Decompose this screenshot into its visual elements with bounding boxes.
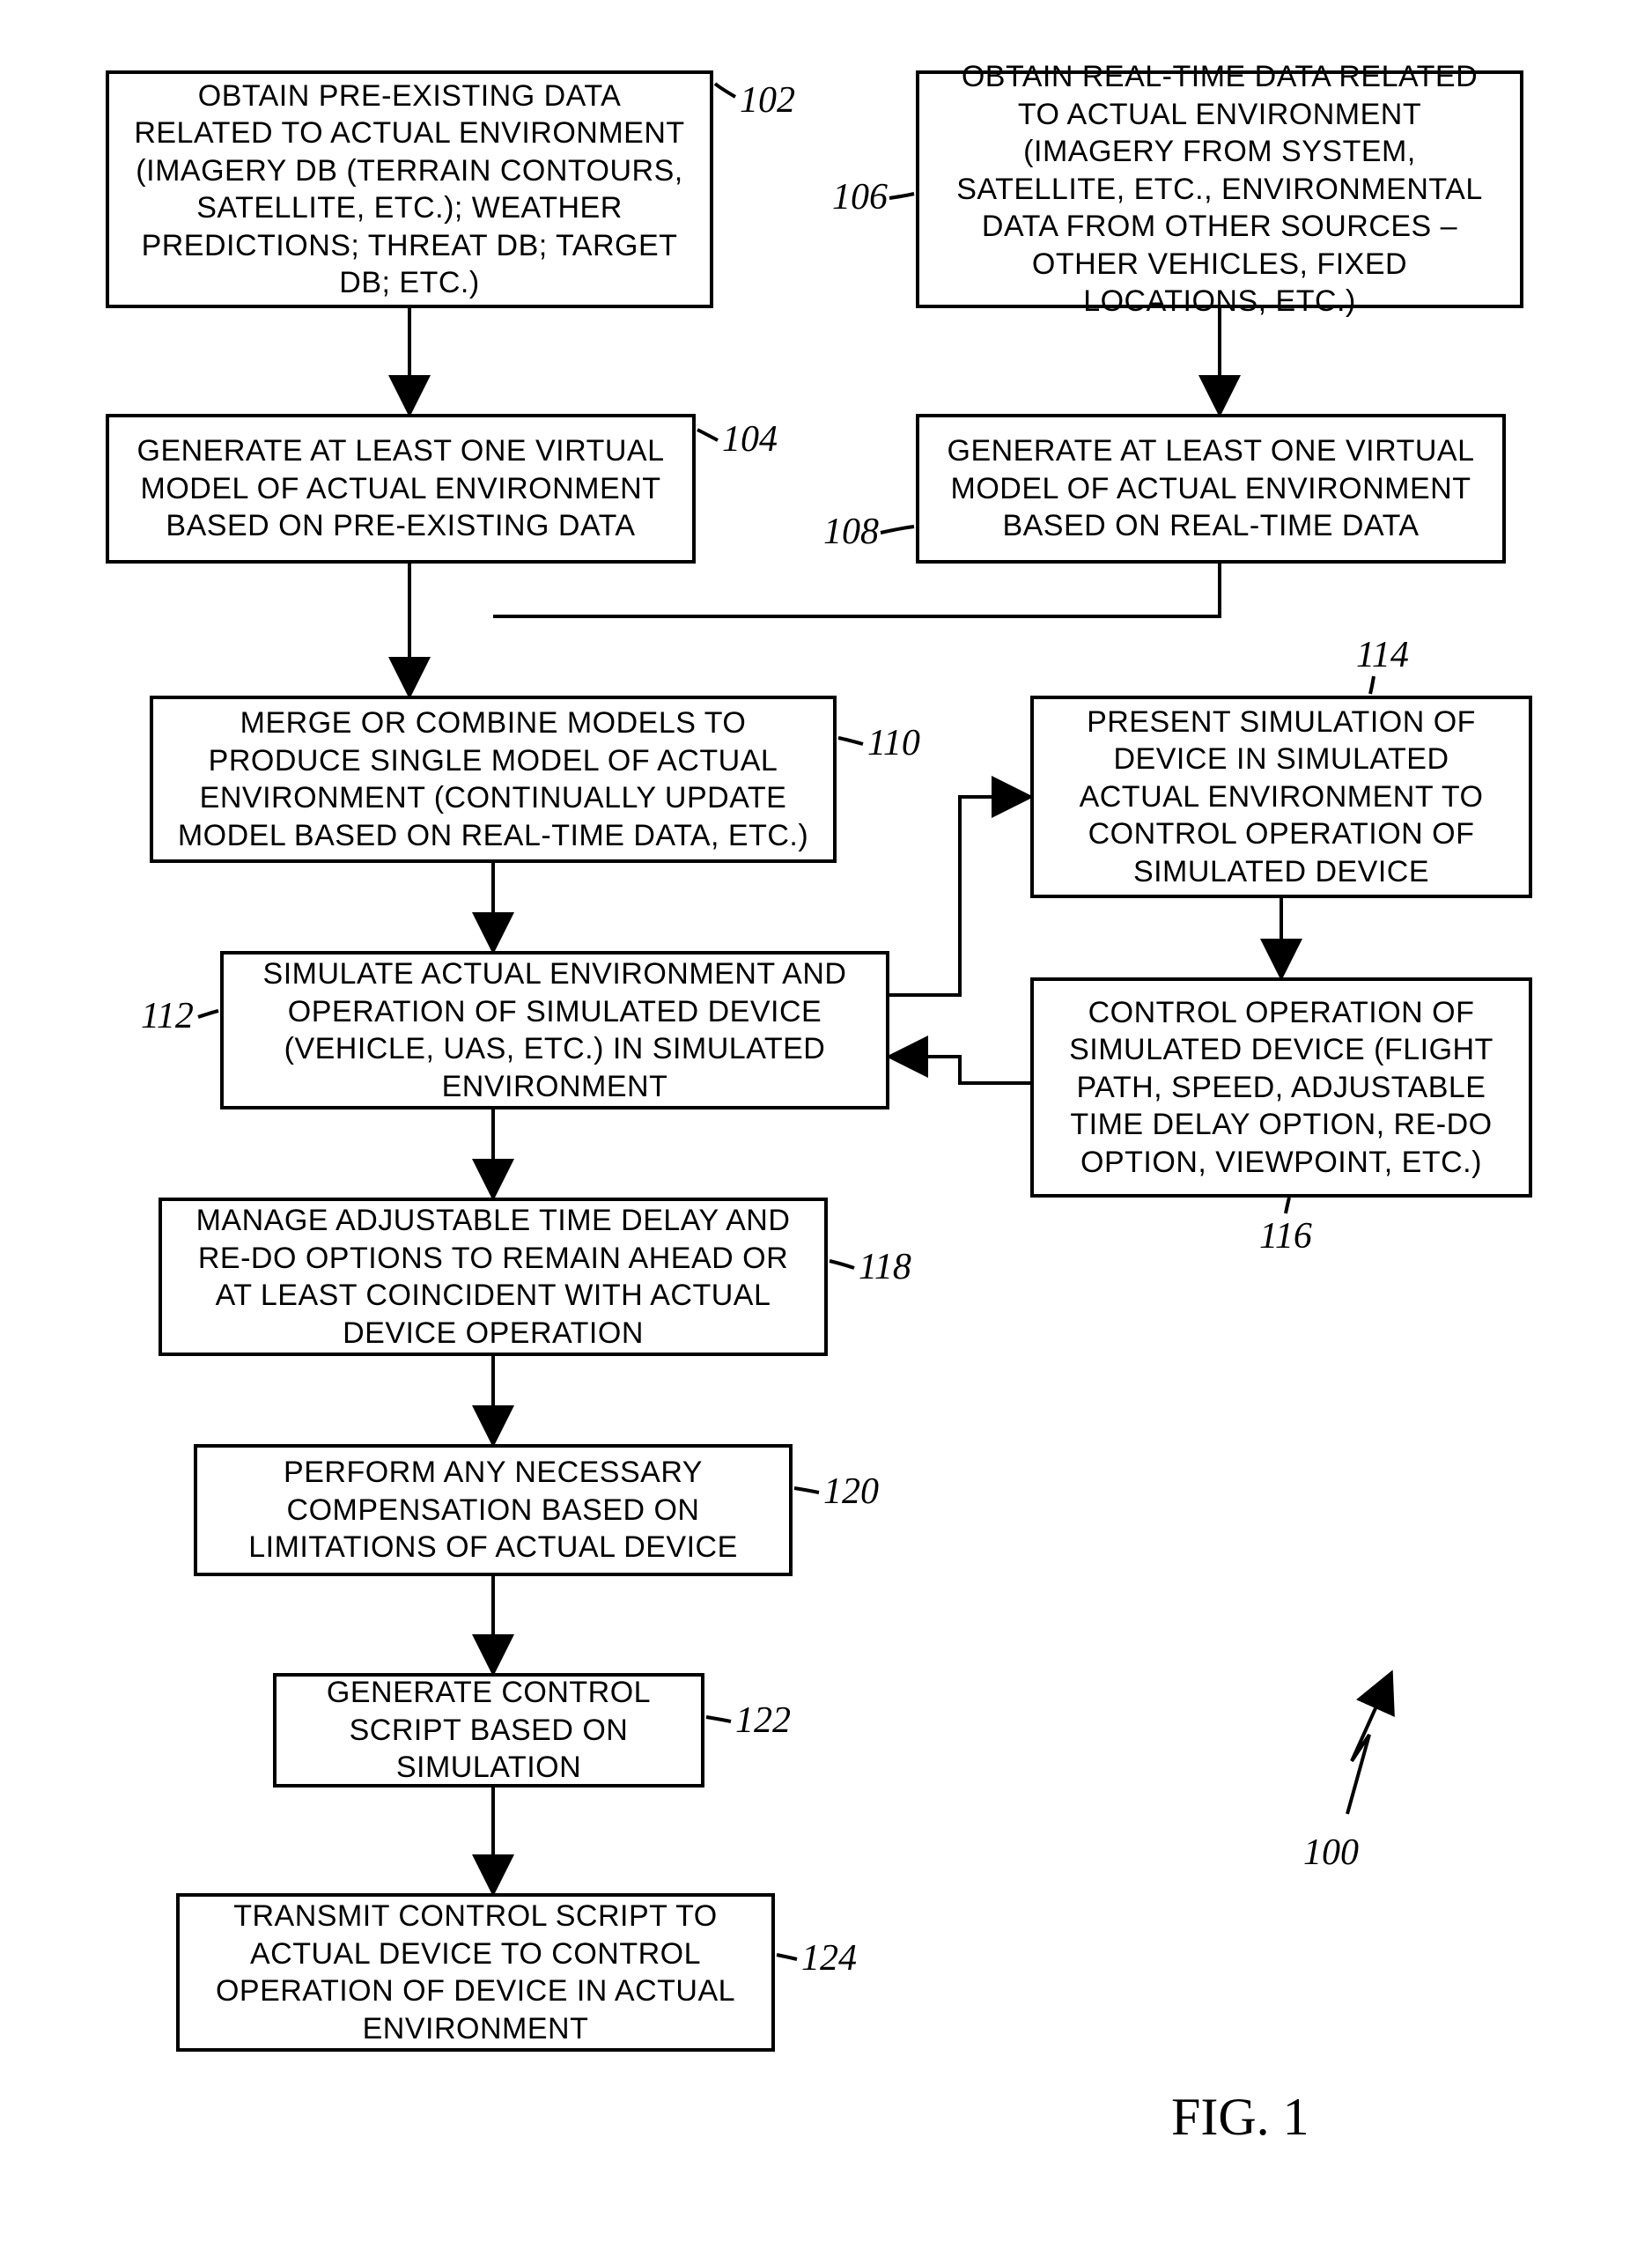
box-102: OBTAIN PRE-EXISTING DATA RELATED TO ACTU…: [106, 70, 713, 308]
ref-116: 116: [1259, 1215, 1312, 1257]
ref-120: 120: [823, 1471, 879, 1513]
box-112: SIMULATE ACTUAL ENVIRONMENT AND OPERATIO…: [220, 951, 889, 1109]
ref-118: 118: [859, 1246, 911, 1288]
box-110: MERGE OR COMBINE MODELS TO PRODUCE SINGL…: [150, 696, 837, 863]
box-118: MANAGE ADJUSTABLE TIME DELAY AND RE-DO O…: [159, 1198, 828, 1356]
box-116: CONTROL OPERATION OF SIMULATED DEVICE (F…: [1030, 977, 1532, 1198]
ref-102: 102: [740, 79, 795, 122]
ref-100: 100: [1303, 1832, 1359, 1874]
ref-110: 110: [867, 722, 920, 764]
ref-124: 124: [801, 1937, 857, 1979]
box-104: GENERATE AT LEAST ONE VIRTUAL MODEL OF A…: [106, 414, 696, 564]
box-114: PRESENT SIMULATION OF DEVICE IN SIMULATE…: [1030, 696, 1532, 898]
figure-label: FIG. 1: [1171, 2087, 1309, 2148]
ref-108: 108: [823, 511, 879, 553]
ref-104: 104: [722, 418, 778, 461]
ref-112: 112: [141, 995, 194, 1037]
box-108: GENERATE AT LEAST ONE VIRTUAL MODEL OF A…: [916, 414, 1506, 564]
box-122: GENERATE CONTROL SCRIPT BASED ON SIMULAT…: [273, 1673, 704, 1788]
ref-114: 114: [1356, 634, 1409, 676]
box-106: OBTAIN REAL-TIME DATA RELATED TO ACTUAL …: [916, 70, 1523, 308]
ref-106: 106: [832, 176, 888, 218]
box-124: TRANSMIT CONTROL SCRIPT TO ACTUAL DEVICE…: [176, 1893, 775, 2052]
box-120: PERFORM ANY NECESSARY COMPENSATION BASED…: [194, 1444, 793, 1576]
ref-122: 122: [735, 1699, 791, 1742]
